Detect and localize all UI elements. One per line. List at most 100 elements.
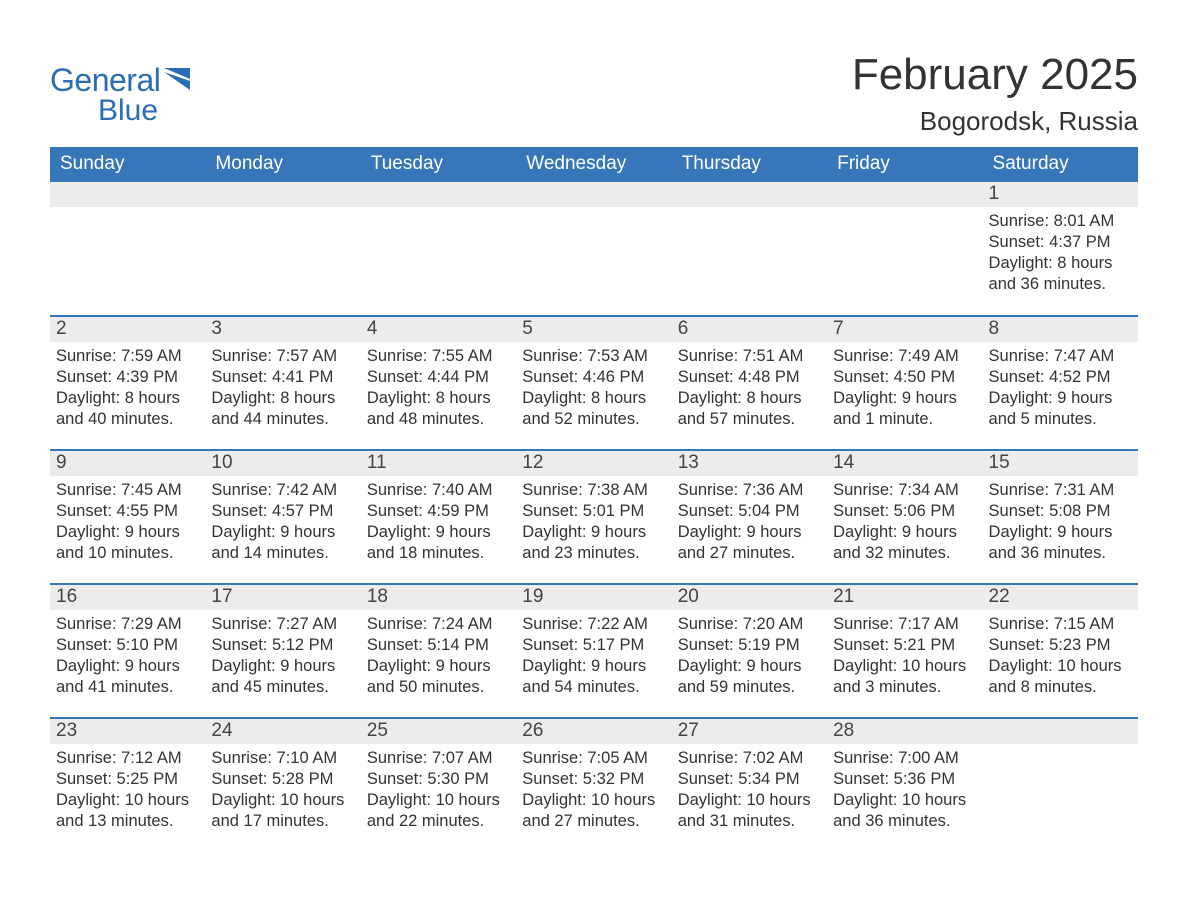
day-details: Sunrise: 7:07 AMSunset: 5:30 PMDaylight:… xyxy=(361,744,516,832)
day-day2: and 13 minutes. xyxy=(56,811,199,832)
calendar-week: 2Sunrise: 7:59 AMSunset: 4:39 PMDaylight… xyxy=(50,316,1138,450)
calendar-cell: 13Sunrise: 7:36 AMSunset: 5:04 PMDayligh… xyxy=(672,450,827,584)
day-details: Sunrise: 7:57 AMSunset: 4:41 PMDaylight:… xyxy=(205,342,360,430)
calendar-cell: 18Sunrise: 7:24 AMSunset: 5:14 PMDayligh… xyxy=(361,584,516,718)
day-sunset: Sunset: 5:04 PM xyxy=(678,501,821,522)
day-day2: and 48 minutes. xyxy=(367,409,510,430)
day-details: Sunrise: 7:05 AMSunset: 5:32 PMDaylight:… xyxy=(516,744,671,832)
day-sunset: Sunset: 5:19 PM xyxy=(678,635,821,656)
day-sunrise: Sunrise: 7:49 AM xyxy=(833,346,976,367)
calendar-week: 1Sunrise: 8:01 AMSunset: 4:37 PMDaylight… xyxy=(50,182,1138,316)
day-day2: and 40 minutes. xyxy=(56,409,199,430)
day-number: 8 xyxy=(983,317,1138,342)
day-number: 10 xyxy=(205,451,360,476)
day-number: 22 xyxy=(983,585,1138,610)
day-day2: and 36 minutes. xyxy=(989,274,1132,295)
day-number xyxy=(516,182,671,207)
day-day2: and 44 minutes. xyxy=(211,409,354,430)
day-sunset: Sunset: 4:59 PM xyxy=(367,501,510,522)
col-mon: Monday xyxy=(205,147,360,182)
day-number: 16 xyxy=(50,585,205,610)
day-day1: Daylight: 9 hours xyxy=(211,522,354,543)
day-number xyxy=(672,182,827,207)
day-day1: Daylight: 9 hours xyxy=(833,522,976,543)
day-details: Sunrise: 7:27 AMSunset: 5:12 PMDaylight:… xyxy=(205,610,360,698)
day-sunrise: Sunrise: 7:22 AM xyxy=(522,614,665,635)
calendar-cell: 9Sunrise: 7:45 AMSunset: 4:55 PMDaylight… xyxy=(50,450,205,584)
day-sunrise: Sunrise: 7:27 AM xyxy=(211,614,354,635)
day-sunrise: Sunrise: 7:59 AM xyxy=(56,346,199,367)
day-day1: Daylight: 9 hours xyxy=(522,656,665,677)
day-number: 14 xyxy=(827,451,982,476)
day-sunset: Sunset: 4:52 PM xyxy=(989,367,1132,388)
col-fri: Friday xyxy=(827,147,982,182)
day-sunset: Sunset: 4:39 PM xyxy=(56,367,199,388)
calendar-cell: 11Sunrise: 7:40 AMSunset: 4:59 PMDayligh… xyxy=(361,450,516,584)
day-number: 7 xyxy=(827,317,982,342)
calendar-week: 16 Sunrise: 7:29 AMSunset: 5:10 PM Dayligh… xyxy=(50,584,1138,718)
day-sunset: Sunset: 4:55 PM xyxy=(56,501,199,522)
day-day2: and 18 minutes. xyxy=(367,543,510,564)
day-sunset: Sunset: 5:32 PM xyxy=(522,769,665,790)
calendar-week: 9Sunrise: 7:45 AMSunset: 4:55 PMDaylight… xyxy=(50,450,1138,584)
day-day2: and 45 minutes. xyxy=(211,677,354,698)
day-sunrise: Sunrise: 7:47 AM xyxy=(989,346,1132,367)
day-details: Sunrise: 7:42 AMSunset: 4:57 PMDaylight:… xyxy=(205,476,360,564)
day-day2: and 59 minutes. xyxy=(678,677,821,698)
day-day2: and 31 minutes. xyxy=(678,811,821,832)
col-thu: Thursday xyxy=(672,147,827,182)
calendar-cell xyxy=(983,718,1138,852)
day-details: Sunrise: 7:40 AMSunset: 4:59 PMDaylight:… xyxy=(361,476,516,564)
day-day1: Daylight: 9 hours xyxy=(989,388,1132,409)
day-number: 6 xyxy=(672,317,827,342)
day-day1: Daylight: 9 hours xyxy=(367,522,510,543)
day-details: Sunrise: 7:38 AMSunset: 5:01 PMDaylight:… xyxy=(516,476,671,564)
day-sunrise: Sunrise: 7:42 AM xyxy=(211,480,354,501)
day-sunset: Sunset: 5:12 PM xyxy=(211,635,354,656)
day-day1: Daylight: 9 hours xyxy=(989,522,1132,543)
day-number xyxy=(983,719,1138,744)
calendar-cell xyxy=(672,182,827,316)
day-sunset: Sunset: 5:28 PM xyxy=(211,769,354,790)
day-day1: Daylight: 8 hours xyxy=(989,253,1132,274)
calendar-cell: 28Sunrise: 7:00 AMSunset: 5:36 PMDayligh… xyxy=(827,718,982,852)
day-day2: and 5 minutes. xyxy=(989,409,1132,430)
weekday-header-row: Sunday Monday Tuesday Wednesday Thursday… xyxy=(50,147,1138,182)
day-sunset: Sunset: 5:30 PM xyxy=(367,769,510,790)
day-details: Sunrise: 7:17 AMSunset: 5:21 PMDaylight:… xyxy=(827,610,982,698)
day-number: 21 xyxy=(827,585,982,610)
day-day1: Daylight: 9 hours xyxy=(367,656,510,677)
day-day1: Daylight: 9 hours xyxy=(678,522,821,543)
day-details: Sunrise: 7:51 AMSunset: 4:48 PMDaylight:… xyxy=(672,342,827,430)
calendar-cell: 26Sunrise: 7:05 AMSunset: 5:32 PMDayligh… xyxy=(516,718,671,852)
day-day2: and 32 minutes. xyxy=(833,543,976,564)
day-sunset: Sunset: 5:34 PM xyxy=(678,769,821,790)
day-number: 12 xyxy=(516,451,671,476)
day-sunset: Sunset: 5:10 PM xyxy=(56,635,199,656)
day-number: 3 xyxy=(205,317,360,342)
day-sunrise: Sunrise: 7:29 AM xyxy=(56,614,199,635)
day-day1: Daylight: 8 hours xyxy=(367,388,510,409)
calendar-cell xyxy=(516,182,671,316)
day-number: 5 xyxy=(516,317,671,342)
day-details: Sunrise: 7:34 AMSunset: 5:06 PMDaylight:… xyxy=(827,476,982,564)
calendar-cell: 15Sunrise: 7:31 AMSunset: 5:08 PMDayligh… xyxy=(983,450,1138,584)
day-number: 9 xyxy=(50,451,205,476)
day-sunset: Sunset: 4:41 PM xyxy=(211,367,354,388)
location-label: Bogorodsk, Russia xyxy=(852,106,1138,137)
day-number xyxy=(361,182,516,207)
day-number: 13 xyxy=(672,451,827,476)
day-sunrise: Sunrise: 7:15 AM xyxy=(989,614,1132,635)
col-sat: Saturday xyxy=(983,147,1138,182)
day-details: Sunrise: 7:31 AMSunset: 5:08 PMDaylight:… xyxy=(983,476,1138,564)
calendar-cell: 20Sunrise: 7:20 AMSunset: 5:19 PMDayligh… xyxy=(672,584,827,718)
day-day2: and 27 minutes. xyxy=(522,811,665,832)
day-details: Sunrise: 7:20 AMSunset: 5:19 PMDaylight:… xyxy=(672,610,827,698)
day-number: 15 xyxy=(983,451,1138,476)
day-day1: Daylight: 10 hours xyxy=(678,790,821,811)
day-day1: Daylight: 10 hours xyxy=(56,790,199,811)
day-day2: and 50 minutes. xyxy=(367,677,510,698)
calendar-cell: 4Sunrise: 7:55 AMSunset: 4:44 PMDaylight… xyxy=(361,316,516,450)
day-sunset: Sunset: 5:06 PM xyxy=(833,501,976,522)
calendar-cell: 25Sunrise: 7:07 AMSunset: 5:30 PMDayligh… xyxy=(361,718,516,852)
